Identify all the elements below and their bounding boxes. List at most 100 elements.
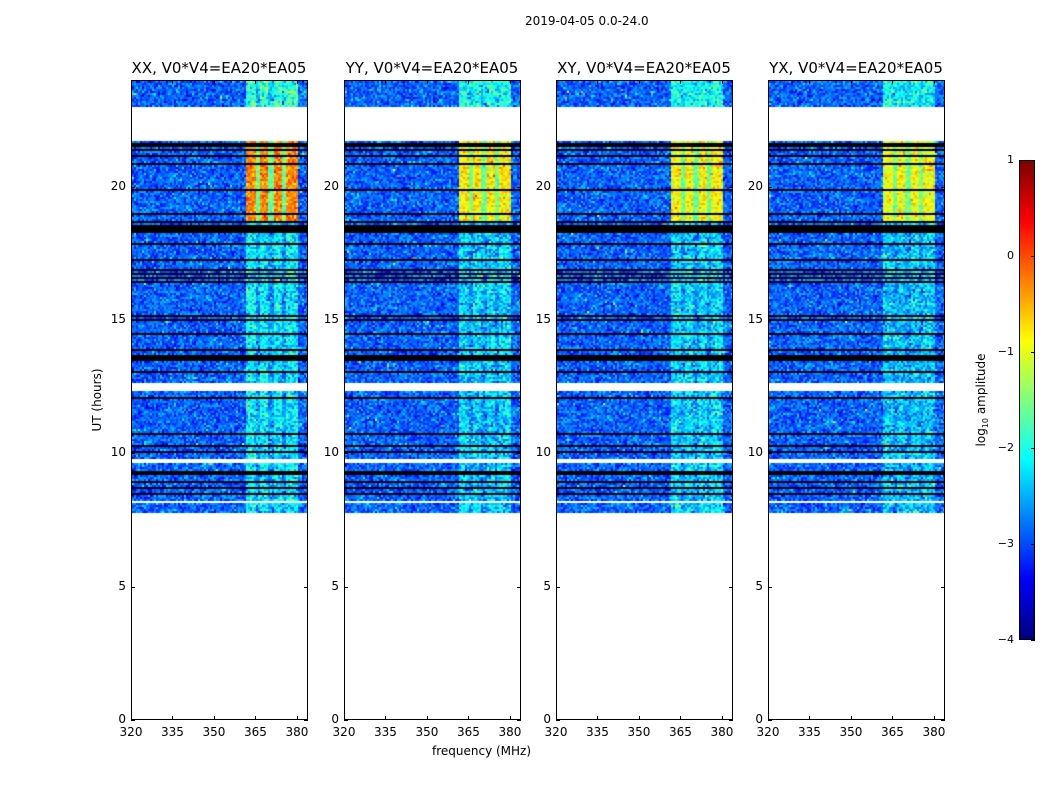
x-tick-label: 335: [374, 725, 397, 739]
panel-0-axes: [131, 80, 308, 720]
y-tick-mark: [556, 320, 560, 321]
x-tick-mark: [933, 716, 935, 720]
x-axis-label: frequency (MHz): [432, 744, 532, 758]
x-tick-mark: [213, 80, 215, 84]
y-tick-mark: [941, 453, 945, 455]
x-tick-mark: [721, 80, 723, 84]
y-tick-mark: [517, 320, 521, 321]
y-tick-mark: [131, 186, 135, 188]
x-tick-mark: [892, 716, 894, 720]
y-tick-label: 0: [755, 712, 763, 726]
y-tick-mark: [556, 186, 560, 188]
x-tick-mark: [172, 716, 174, 720]
x-tick-mark: [344, 716, 345, 720]
x-tick-mark: [638, 716, 640, 720]
x-tick-mark: [768, 716, 769, 720]
colorbar-tick-label: −1: [997, 345, 1014, 358]
panel-1-axes: [344, 80, 521, 720]
colorbar-tick-mark: [1031, 448, 1035, 449]
y-tick-mark: [941, 586, 945, 588]
y-tick-mark: [729, 453, 733, 455]
x-tick-mark: [509, 80, 511, 84]
x-tick-mark: [344, 80, 345, 84]
y-tick-mark: [517, 186, 521, 188]
panel-2-axes: [556, 80, 733, 720]
colorbar-tick-label: −3: [997, 537, 1014, 550]
x-tick-label: 350: [839, 725, 863, 739]
y-tick-mark: [768, 586, 772, 588]
x-tick-mark: [296, 80, 298, 84]
y-tick-label: 15: [110, 312, 126, 326]
x-tick-mark: [468, 716, 470, 720]
y-tick-mark: [556, 453, 560, 455]
y-tick-mark: [344, 320, 348, 321]
panel-title: XX, V0*V4=EA20*EA05: [131, 59, 307, 77]
spectrogram-image: [557, 81, 732, 719]
y-tick-mark: [941, 320, 945, 321]
x-tick-mark: [556, 716, 557, 720]
y-tick-mark: [304, 720, 308, 721]
x-tick-label: 320: [756, 725, 780, 739]
x-tick-label: 365: [244, 725, 267, 739]
y-axis-label: UT (hours): [90, 368, 104, 432]
y-tick-mark: [344, 186, 348, 188]
panel-title: YX, V0*V4=EA20*EA05: [769, 59, 943, 77]
x-tick-mark: [131, 716, 132, 720]
x-tick-label: 350: [202, 725, 226, 739]
colorbar: [1019, 160, 1035, 640]
x-tick-label: 320: [332, 725, 356, 739]
panel-title: YY, V0*V4=EA20*EA05: [345, 59, 519, 77]
y-tick-mark: [941, 720, 945, 721]
x-tick-mark: [385, 716, 387, 720]
spectrogram-image: [345, 81, 520, 719]
x-tick-mark: [131, 80, 132, 84]
colorbar-tick-label: 1: [1007, 153, 1014, 166]
y-tick-mark: [344, 586, 348, 588]
y-tick-mark: [517, 453, 521, 455]
y-tick-label: 0: [331, 712, 339, 726]
x-tick-mark: [597, 80, 599, 84]
panel-title: XY, V0*V4=EA20*EA05: [557, 59, 731, 77]
x-tick-mark: [850, 716, 852, 720]
x-tick-mark: [426, 80, 428, 84]
x-tick-label: 335: [586, 725, 609, 739]
y-tick-label: 15: [747, 312, 763, 326]
panel-3-axes: [768, 80, 945, 720]
y-tick-label: 20: [747, 178, 763, 193]
x-tick-label: 365: [669, 725, 692, 739]
x-tick-label: 320: [119, 725, 143, 739]
x-tick-mark: [638, 80, 640, 84]
x-tick-mark: [509, 716, 511, 720]
x-tick-label: 365: [457, 725, 480, 739]
colorbar-tick-mark: [1031, 160, 1035, 161]
y-tick-label: 5: [118, 578, 126, 593]
y-tick-label: 10: [535, 445, 551, 460]
y-tick-label: 5: [755, 578, 763, 593]
x-tick-label: 320: [544, 725, 568, 739]
x-tick-mark: [809, 716, 811, 720]
y-tick-label: 0: [543, 712, 551, 726]
x-tick-mark: [468, 80, 470, 84]
colorbar-tick-mark: [1031, 640, 1035, 641]
y-tick-mark: [304, 586, 308, 588]
y-tick-mark: [556, 720, 560, 721]
y-tick-mark: [941, 186, 945, 188]
x-tick-mark: [385, 80, 387, 84]
y-tick-label: 20: [323, 178, 339, 193]
y-tick-mark: [768, 320, 772, 321]
colorbar-tick-label: −4: [997, 633, 1014, 646]
y-tick-label: 20: [535, 178, 551, 193]
colorbar-tick-label: 0: [1007, 249, 1014, 262]
x-tick-mark: [296, 716, 298, 720]
x-tick-label: 380: [710, 725, 734, 739]
y-tick-mark: [304, 186, 308, 188]
spectrogram-image: [769, 81, 944, 719]
colorbar-tick-mark: [1031, 352, 1035, 353]
y-tick-mark: [768, 186, 772, 188]
x-tick-mark: [892, 80, 894, 84]
x-tick-mark: [255, 716, 257, 720]
y-tick-mark: [768, 720, 772, 721]
colorbar-tick-mark: [1031, 544, 1035, 545]
spectrogram-image: [132, 81, 307, 719]
